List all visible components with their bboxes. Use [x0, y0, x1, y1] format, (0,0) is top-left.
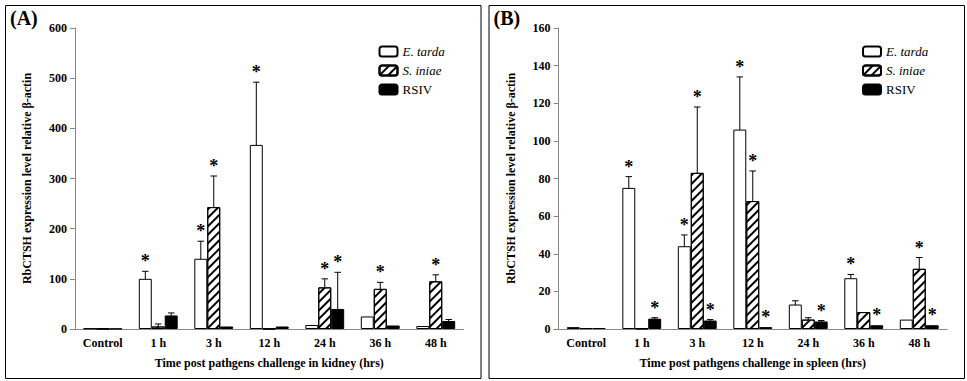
svg-text:Control: Control [83, 336, 123, 350]
svg-text:*: * [320, 259, 329, 279]
svg-text:Control: Control [566, 336, 606, 350]
svg-text:*: * [706, 300, 715, 320]
svg-text:Time post pathgens challenge i: Time post pathgens challenge in kidney (… [155, 356, 384, 370]
svg-text:300: 300 [49, 172, 67, 186]
svg-text:*: * [141, 251, 150, 271]
svg-text:12 h: 12 h [258, 336, 280, 350]
svg-text:RbCTSH expression level relati: RbCTSH expression level relative β-actin [20, 73, 34, 285]
svg-text:500: 500 [49, 71, 67, 85]
svg-text:*: * [624, 157, 633, 177]
svg-text:*: * [748, 151, 757, 171]
svg-text:(B): (B) [494, 7, 521, 30]
svg-text:100: 100 [533, 134, 551, 148]
svg-text:12 h: 12 h [742, 336, 764, 350]
svg-text:*: * [846, 254, 855, 274]
svg-text:40: 40 [539, 247, 551, 261]
svg-text:*: * [209, 156, 218, 176]
svg-text:0: 0 [545, 322, 551, 336]
svg-text:1 h: 1 h [634, 336, 650, 350]
svg-text:400: 400 [49, 121, 67, 135]
svg-text:48 h: 48 h [908, 336, 930, 350]
svg-text:E. tarda: E. tarda [402, 44, 446, 59]
svg-text:3 h: 3 h [689, 336, 705, 350]
svg-text:*: * [761, 307, 770, 327]
svg-text:*: * [693, 87, 702, 107]
svg-text:*: * [431, 255, 440, 275]
svg-text:*: * [196, 221, 205, 241]
svg-text:*: * [680, 215, 689, 235]
svg-text:*: * [333, 252, 342, 272]
svg-text:*: * [872, 305, 881, 325]
svg-text:*: * [650, 298, 659, 318]
svg-text:48 h: 48 h [425, 336, 447, 350]
svg-text:24 h: 24 h [797, 336, 819, 350]
svg-text:36 h: 36 h [369, 336, 391, 350]
svg-text:*: * [376, 262, 385, 282]
svg-text:*: * [928, 305, 937, 325]
svg-text:3 h: 3 h [206, 336, 222, 350]
svg-text:100: 100 [49, 272, 67, 286]
svg-text:Time post pathgens challenge i: Time post pathgens challenge in spleen (… [640, 356, 866, 370]
svg-text:S. iniae: S. iniae [403, 63, 442, 78]
svg-text:60: 60 [539, 209, 551, 223]
svg-text:E. tarda: E. tarda [885, 44, 929, 59]
svg-text:0: 0 [61, 322, 67, 336]
svg-text:20: 20 [539, 284, 551, 298]
svg-text:*: * [735, 57, 744, 77]
svg-text:*: * [252, 62, 261, 82]
svg-text:24 h: 24 h [314, 336, 336, 350]
svg-text:120: 120 [533, 96, 551, 110]
svg-text:1 h: 1 h [150, 336, 166, 350]
svg-text:RbCTSH expression level relati: RbCTSH expression level relative β-actin [504, 73, 518, 285]
svg-text:140: 140 [533, 59, 551, 73]
svg-text:600: 600 [49, 21, 67, 35]
svg-text:160: 160 [533, 21, 551, 35]
svg-text:200: 200 [49, 222, 67, 236]
svg-text:RSIV: RSIV [403, 82, 433, 97]
svg-text:S. iniae: S. iniae [886, 63, 925, 78]
svg-text:RSIV: RSIV [886, 82, 916, 97]
svg-text:*: * [915, 238, 924, 258]
svg-text:(A): (A) [10, 7, 38, 30]
svg-text:80: 80 [539, 172, 551, 186]
svg-text:36 h: 36 h [853, 336, 875, 350]
svg-text:*: * [817, 301, 826, 321]
